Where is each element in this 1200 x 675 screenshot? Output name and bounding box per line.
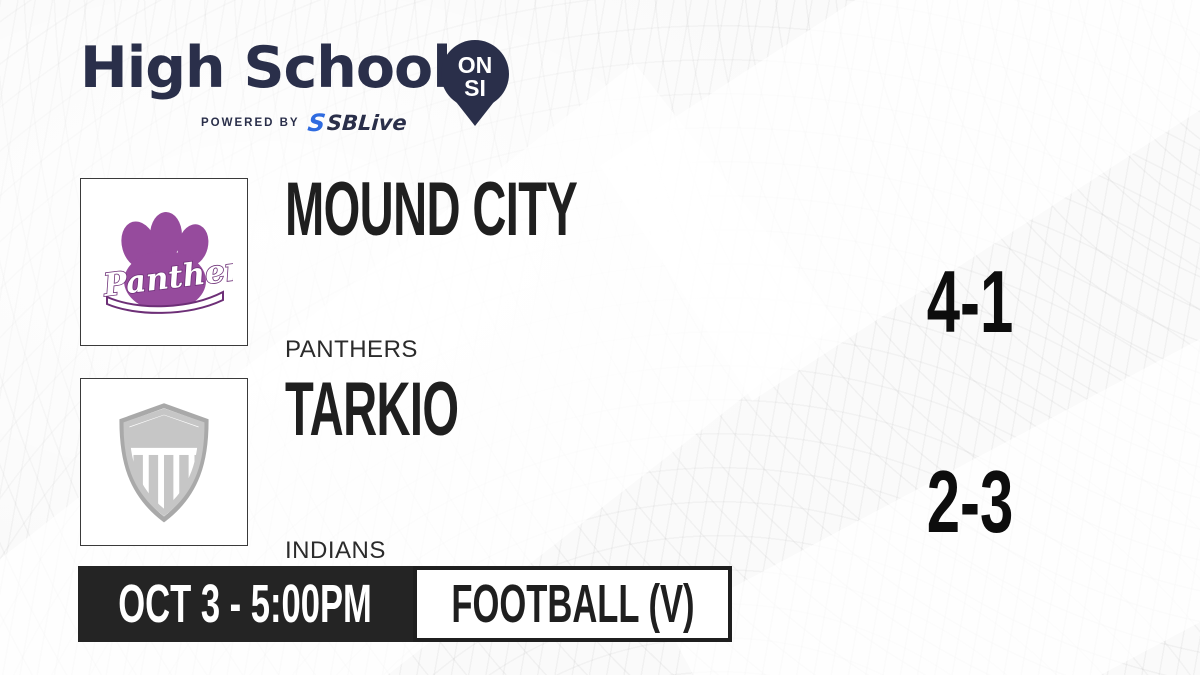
pin-text-on: ON bbox=[458, 52, 493, 78]
high-school-logo-title: High School bbox=[80, 35, 452, 101]
event-datetime-badge: OCT 3 - 5:00PM bbox=[78, 566, 413, 642]
event-sport-badge: FOOTBALL (V) bbox=[413, 566, 732, 642]
generic-shield-logo-icon bbox=[119, 403, 209, 523]
sblive-wordmark: SBLive bbox=[326, 110, 408, 135]
team2-record: 2-3 bbox=[926, 452, 1014, 551]
team1-logo-box: Panthers bbox=[80, 178, 248, 346]
team2-mascot: INDIANS bbox=[285, 537, 386, 564]
powered-by-row: POWERED BY S SBLive bbox=[201, 109, 408, 137]
powered-by-label: POWERED BY bbox=[201, 117, 300, 129]
sblive-s-icon: S bbox=[305, 109, 327, 137]
sblive-logo: S SBLive bbox=[305, 109, 408, 137]
pin-text-si: SI bbox=[464, 75, 486, 101]
team1-record: 4-1 bbox=[926, 252, 1014, 351]
event-datetime-text: OCT 3 - 5:00PM bbox=[118, 574, 373, 634]
team1-name: MOUND CITY bbox=[285, 167, 578, 252]
on-si-pin-icon: ON SI bbox=[441, 40, 509, 126]
team2-logo-box bbox=[80, 378, 248, 546]
team2-name: TARKIO bbox=[285, 367, 459, 452]
team1-mascot: PANTHERS bbox=[285, 336, 418, 363]
event-sport-text: FOOTBALL (V) bbox=[450, 574, 695, 634]
panthers-paw-logo-icon: Panthers bbox=[100, 212, 233, 314]
